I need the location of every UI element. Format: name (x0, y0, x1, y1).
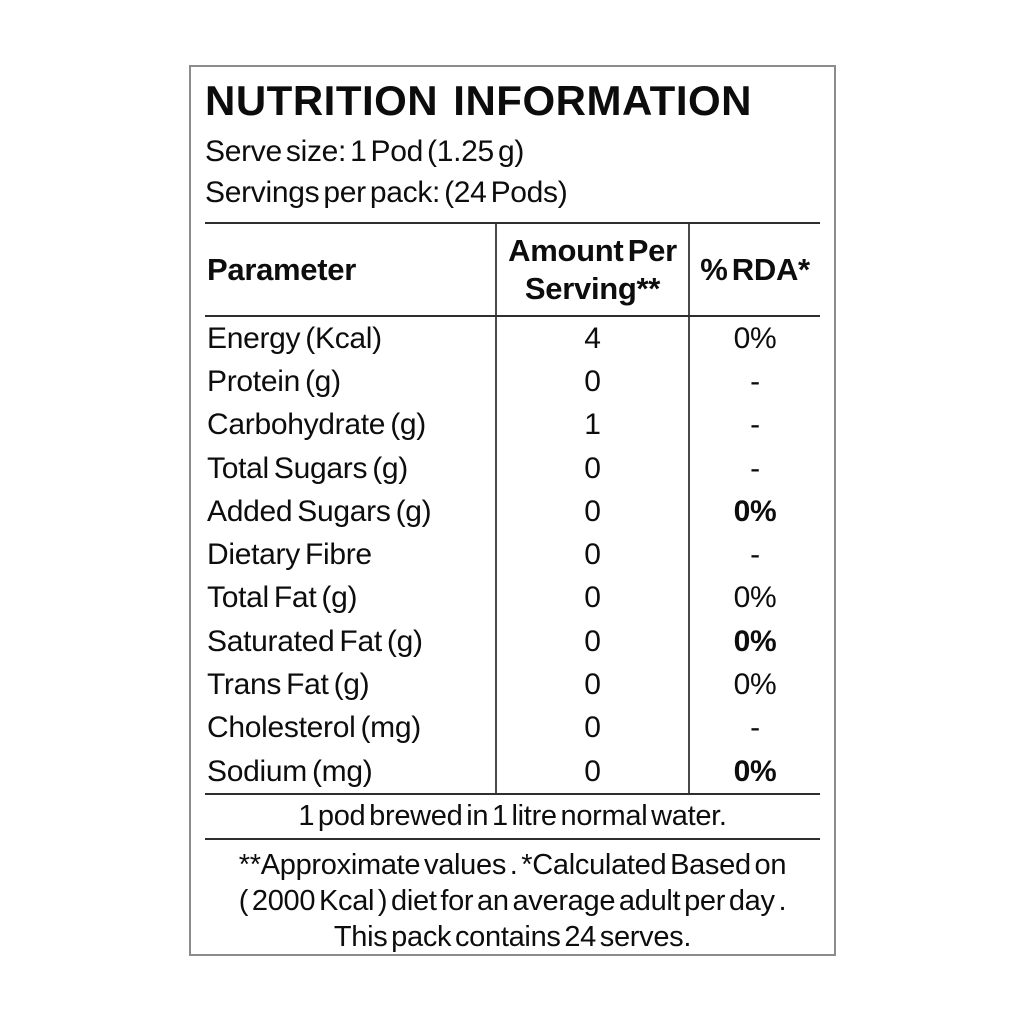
footnote-line-3: This pack contains 24 serves. (333, 921, 692, 954)
nutrition-label-panel: NUTRITION INFORMATION Serve size: 1 Pod … (189, 65, 836, 956)
serving-info: Serve size: 1 Pod (1.25 g) Servings per … (205, 131, 820, 213)
parameter-cell: Saturated Fat (g) (207, 624, 423, 658)
parameter-cell: Protein (g) (207, 364, 341, 398)
parameter-cell: Added Sugars (g) (207, 494, 432, 528)
table-row: Sodium (mg) 0 0% (205, 749, 820, 794)
footnote-line-1: **Approximate values . *Calculated Based… (238, 849, 787, 882)
table-row: Trans Fat (g) 0 0% (205, 663, 820, 707)
header-parameter: Parameter (207, 251, 356, 287)
rda-cell: 0% (688, 317, 820, 361)
nutrition-table: Parameter Amount Per Serving** % RDA* En… (205, 222, 820, 796)
rda-cell: - (688, 403, 820, 447)
servings-per-pack-line: Servings per pack: (24 Pods) (205, 176, 568, 209)
rda-cell: - (688, 446, 820, 491)
parameter-cell: Total Sugars (g) (207, 451, 408, 485)
amount-cell: 0 (495, 749, 688, 794)
rda-cell: 0% (688, 490, 820, 534)
amount-cell: 4 (495, 317, 688, 361)
amount-cell: 0 (495, 706, 688, 750)
rda-cell: - (688, 533, 820, 577)
rda-cell: 0% (688, 663, 820, 707)
table-row: Saturated Fat (g) 0 0% (205, 620, 820, 664)
amount-cell: 0 (495, 360, 688, 404)
parameter-cell: Carbohydrate (g) (207, 408, 426, 442)
parameter-cell: Sodium (mg) (207, 754, 373, 788)
table-row: Carbohydrate (g) 1 - (205, 403, 820, 447)
amount-cell: 0 (495, 576, 688, 621)
nutrition-table-header: Parameter Amount Per Serving** % RDA* (205, 222, 820, 317)
table-row: Protein (g) 0 - (205, 360, 820, 404)
rda-cell: - (688, 360, 820, 404)
rda-cell: - (688, 706, 820, 750)
amount-cell: 0 (495, 533, 688, 577)
table-row: Dietary Fibre 0 - (205, 533, 820, 577)
parameter-cell: Energy (Kcal) (207, 321, 382, 355)
amount-cell: 0 (495, 620, 688, 664)
table-row: Cholesterol (mg) 0 - (205, 706, 820, 750)
rda-cell: 0% (688, 576, 820, 621)
nutrition-table-body: Energy (Kcal) 4 0% Protein (g) 0 - Carbo… (205, 317, 820, 796)
amount-cell: 0 (495, 663, 688, 707)
header-rda: % RDA* (688, 224, 820, 315)
table-row: Energy (Kcal) 4 0% (205, 317, 820, 361)
amount-cell: 1 (495, 403, 688, 447)
header-amount-per-serving: Amount Per Serving** (495, 224, 688, 315)
parameter-cell: Dietary Fibre (207, 538, 372, 572)
rda-cell: 0% (688, 620, 820, 664)
amount-cell: 0 (495, 446, 688, 491)
parameter-cell: Total Fat (g) (207, 581, 358, 615)
table-row: Total Sugars (g) 0 - (205, 446, 820, 491)
serve-size-line: Serve size: 1 Pod (1.25 g) (205, 135, 525, 168)
brewing-note: 1 pod brewed in 1 litre normal water. (205, 795, 820, 841)
footnote-line-2: ( 2000 Kcal ) diet for an average adult … (238, 885, 787, 918)
table-row: Total Fat (g) 0 0% (205, 576, 820, 621)
parameter-cell: Cholesterol (mg) (207, 711, 421, 745)
parameter-cell: Trans Fat (g) (207, 668, 370, 702)
footnote: **Approximate values . *Calculated Based… (205, 840, 820, 955)
amount-cell: 0 (495, 490, 688, 534)
table-row: Added Sugars (g) 0 0% (205, 490, 820, 534)
rda-cell: 0% (688, 749, 820, 794)
nutrition-title: NUTRITION INFORMATION (205, 77, 752, 124)
